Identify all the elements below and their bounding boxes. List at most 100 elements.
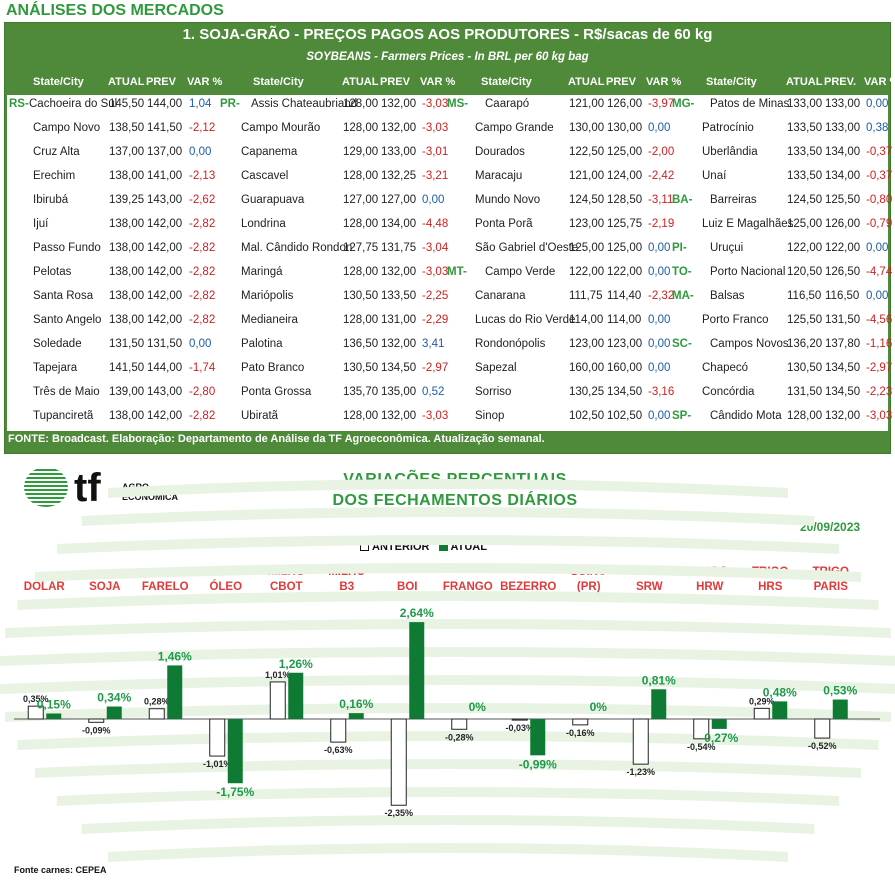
var-value: 0,00 — [422, 194, 445, 206]
background-stripe — [5, 703, 891, 722]
background-stripe — [108, 843, 788, 862]
category-label-line1: SUÍNO — [570, 566, 607, 578]
data-label-anterior: -0,28% — [445, 732, 474, 742]
chart-date: 20/09/2023 — [800, 520, 861, 534]
data-label-atual: 0% — [469, 700, 487, 714]
category-label: FRANGO — [433, 565, 503, 595]
prev-value: 131,00 — [381, 314, 417, 326]
atual-value: 125,00 — [569, 242, 605, 254]
table-header-row: State/City ATUAL PREV VAR % State/City ATUAL P… — [5, 73, 895, 93]
city-name: Barreiras — [710, 194, 757, 206]
data-label-atual: 0,16% — [339, 697, 373, 711]
category-label-line1: MILHO — [267, 566, 305, 578]
atual-value: 128,00 — [343, 98, 379, 110]
bar-atual-12 — [772, 701, 788, 719]
bar-atual-3 — [227, 719, 243, 784]
var-value: 0,00 — [648, 362, 671, 374]
prev-value: 132,00 — [381, 98, 417, 110]
var-value: -2,82 — [189, 410, 216, 422]
data-label-anterior: 0,28% — [144, 697, 170, 707]
data-label-atual: 0,81% — [642, 673, 676, 687]
background-stripe — [0, 675, 895, 694]
var-value: -3,03 — [422, 98, 449, 110]
prev-value: 141,00 — [147, 170, 183, 182]
var-value: -3,01 — [422, 146, 449, 158]
var-value: -3,21 — [422, 170, 449, 182]
data-label-anterior: -0,03% — [505, 723, 534, 733]
city-name: Tupanciretã — [33, 410, 94, 422]
header-atual-col3: ATUAL — [568, 76, 605, 88]
bar-anterior-10 — [632, 718, 649, 765]
state-code: MG- — [672, 98, 695, 110]
category-label-line1: TRIGO — [631, 566, 668, 578]
city-name: Sinop — [475, 410, 505, 422]
category-label: BEZERRO — [493, 565, 563, 595]
header-var-col2: VAR % — [420, 76, 456, 88]
city-name: Passo Fundo — [33, 242, 101, 254]
prev-value: 137,80 — [825, 338, 861, 350]
category-label: TRIGO PARIS — [796, 565, 866, 595]
category-label-line2: HRW — [696, 581, 724, 593]
city-name: Cachoeira do Sul — [29, 98, 118, 110]
var-value: -3,03 — [422, 410, 449, 422]
city-name: Londrina — [241, 218, 286, 230]
city-name: Canarana — [475, 290, 526, 302]
category-label: ÓLEO — [191, 565, 261, 595]
city-name: Chapecó — [702, 362, 749, 374]
city-name: Três de Maio — [33, 386, 100, 398]
prev-value: 133,00 — [381, 146, 417, 158]
prev-value: 127,00 — [381, 194, 417, 206]
city-name: Rondonópolis — [475, 338, 546, 350]
data-label-atual: -0,27% — [700, 731, 738, 745]
header-city-col4: State/City — [706, 76, 757, 88]
atual-value: 102,50 — [569, 410, 605, 422]
prev-value: 134,00 — [381, 218, 417, 230]
city-name: São Gabriel d'Oeste — [475, 242, 579, 254]
prev-value: 133,00 — [825, 122, 861, 134]
bar-anterior-0 — [27, 705, 44, 720]
var-value: -2,82 — [189, 290, 216, 302]
city-name: Pato Branco — [241, 362, 305, 374]
atual-value: 130,50 — [343, 362, 379, 374]
logo-line2: ECONÔMICA — [122, 491, 179, 502]
var-value: -2,32 — [648, 290, 675, 302]
atual-value: 138,00 — [109, 266, 145, 278]
atual-value: 128,00 — [343, 410, 379, 422]
category-label-line2: (PR) — [576, 581, 601, 593]
legend-label-atual: ATUAL — [450, 541, 487, 553]
bar-atual-6 — [409, 622, 425, 719]
prev-value: 132,00 — [381, 338, 417, 350]
state-code: MS- — [447, 98, 469, 110]
atual-value: 139,25 — [109, 194, 145, 206]
var-value: -2,82 — [189, 242, 216, 254]
state-code: BA- — [672, 194, 693, 206]
atual-value: 130,00 — [569, 122, 605, 134]
legend-label-anterior: ANTERIOR — [372, 541, 430, 553]
category-label-line1 — [372, 565, 442, 580]
chart-title-line1: VARIAÇÕES PERCENTUAIS — [343, 471, 567, 488]
var-value: -3,03 — [866, 410, 893, 422]
city-name: Campo Mourão — [241, 122, 321, 134]
prev-value: 133,00 — [825, 98, 861, 110]
prev-value: 131,50 — [825, 314, 861, 326]
prev-value: 143,00 — [147, 194, 183, 206]
background-stripe — [5, 619, 891, 638]
prev-value: 143,00 — [147, 386, 183, 398]
category-label-line2: BEZERRO — [500, 581, 557, 593]
atual-value: 133,50 — [787, 122, 823, 134]
prev-value: 114,00 — [607, 314, 642, 326]
bar-anterior-13 — [814, 718, 831, 739]
atual-value: 128,00 — [343, 218, 379, 230]
category-label-line2: SOJA — [89, 581, 121, 593]
prev-value: 142,00 — [147, 218, 183, 230]
chart-legend: ANTERIOR ATUAL — [360, 541, 487, 553]
atual-value: 124,50 — [569, 194, 605, 206]
atual-value: 128,00 — [343, 314, 379, 326]
legend-swatch-atual — [438, 542, 448, 551]
var-value: -3,97 — [648, 98, 675, 110]
prev-value: 125,50 — [825, 194, 861, 206]
city-name: Tapejara — [33, 362, 78, 374]
atual-value: 128,00 — [343, 122, 379, 134]
var-value: -3,04 — [422, 242, 449, 254]
page-title: ANÁLISES DOS MERCADOS — [6, 2, 224, 19]
